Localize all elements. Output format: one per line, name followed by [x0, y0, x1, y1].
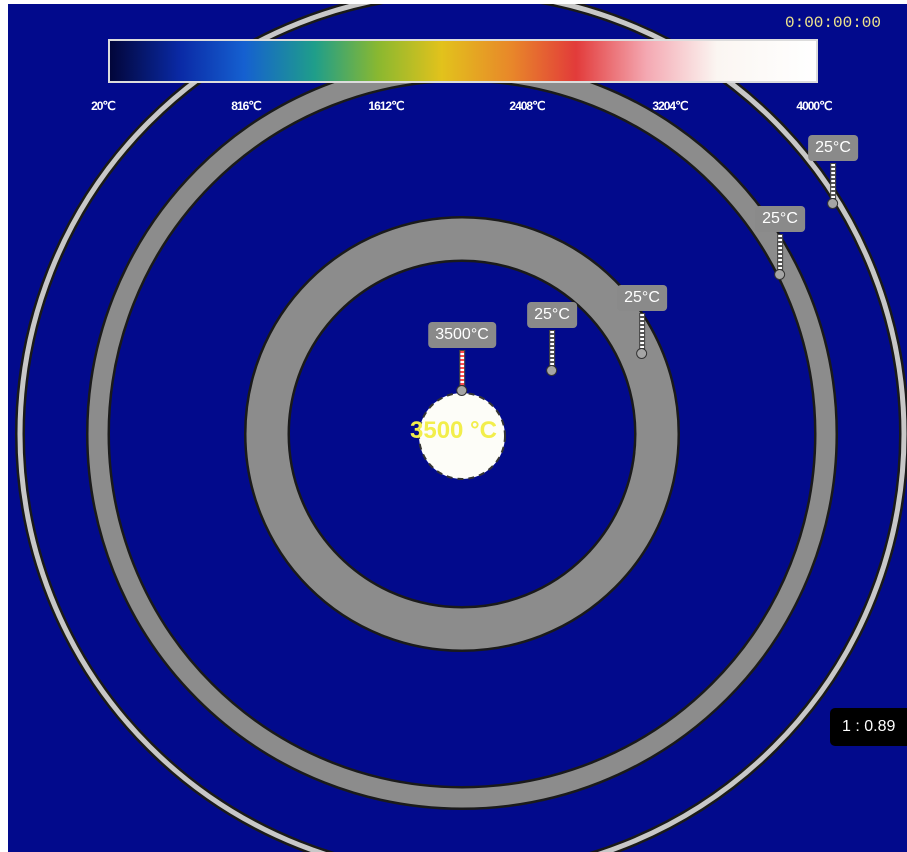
inner-ring[interactable]: [246, 218, 678, 650]
probe-reading: 25°C: [755, 206, 805, 232]
temperature-colorbar: [108, 39, 818, 83]
thermometer-probe[interactable]: 3500°C: [428, 322, 496, 396]
zoom-scale-badge: 1 : 0.89: [830, 708, 907, 746]
thermometer-icon: [639, 313, 645, 349]
thermometer-icon: [549, 330, 555, 366]
thermometer-probe[interactable]: 25°C: [755, 206, 805, 280]
probe-bulb: [827, 198, 839, 209]
probe-bulb: [774, 269, 786, 280]
probe-reading: 25°C: [808, 135, 858, 161]
probe-bulb: [546, 365, 558, 376]
colorbar-tick: 1612℃: [368, 99, 404, 113]
outer-thin-ring[interactable]: [17, 4, 907, 852]
colorbar-tick: 2408℃: [509, 99, 545, 113]
thermometer-probe[interactable]: 25°C: [527, 302, 577, 376]
colorbar-tick: 4000℃: [796, 99, 832, 113]
probe-bulb: [456, 385, 468, 396]
probe-reading: 25°C: [617, 285, 667, 311]
probe-bulb: [636, 348, 648, 359]
thermometer-icon: [458, 350, 465, 386]
colorbar-tick: 816℃: [231, 99, 261, 113]
thermometer-probe[interactable]: 25°C: [617, 285, 667, 359]
source-temperature-label: 3500 °C: [410, 417, 497, 444]
colorbar-tick: 20℃: [91, 99, 116, 113]
probe-reading: 3500°C: [428, 322, 496, 348]
thermometer-icon: [830, 163, 836, 199]
thermometer-probe[interactable]: 25°C: [808, 135, 858, 209]
colorbar-tick: 3204℃: [652, 99, 688, 113]
simulation-timer: 0:00:00:00: [784, 14, 881, 32]
simulation-canvas[interactable]: 20℃ 816℃ 1612℃ 2408℃ 3204℃ 4000℃ 0:00:00…: [8, 4, 907, 852]
probe-reading: 25°C: [527, 302, 577, 328]
thermometer-icon: [777, 234, 783, 270]
